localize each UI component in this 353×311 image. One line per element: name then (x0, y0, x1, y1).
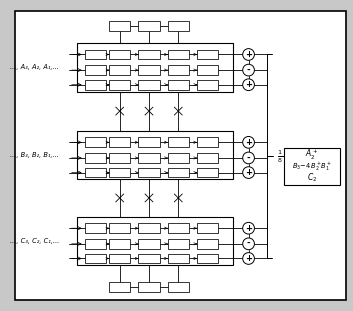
Bar (109, 80, 131, 90)
Circle shape (243, 137, 255, 148)
Text: $B_3\!-\!4\,B_2^+\!B_1^+$: $B_3\!-\!4\,B_2^+\!B_1^+$ (292, 160, 332, 173)
Text: -: - (247, 66, 250, 75)
Bar (197, 137, 218, 147)
Bar (168, 65, 189, 75)
Text: +: + (245, 254, 252, 263)
Bar (77, 216, 233, 265)
Text: $C_2$: $C_2$ (307, 171, 317, 184)
Bar (138, 137, 160, 147)
Bar (168, 80, 189, 90)
Bar (197, 223, 218, 233)
Bar (85, 80, 106, 90)
Bar (138, 49, 160, 59)
Bar (168, 253, 189, 263)
Text: ..., B₃, B₂, B₁,...: ..., B₃, B₂, B₁,... (10, 152, 59, 158)
Bar (77, 43, 233, 91)
Bar (77, 131, 233, 179)
Bar (197, 80, 218, 90)
Bar (138, 65, 160, 75)
Bar (109, 65, 131, 75)
Bar (168, 21, 189, 31)
Bar (197, 168, 218, 178)
Bar (138, 168, 160, 178)
Bar (85, 137, 106, 147)
Text: -: - (247, 153, 250, 162)
Bar (168, 223, 189, 233)
Bar (284, 148, 340, 185)
Bar (85, 223, 106, 233)
Bar (168, 239, 189, 249)
Bar (138, 239, 160, 249)
Text: ..., A₃, A₂, A₁,...: ..., A₃, A₂, A₁,... (10, 64, 59, 70)
Circle shape (243, 238, 255, 250)
Bar (168, 153, 189, 163)
Bar (197, 239, 218, 249)
Bar (138, 80, 160, 90)
Circle shape (243, 167, 255, 179)
Bar (109, 137, 131, 147)
Circle shape (243, 49, 255, 60)
Circle shape (243, 222, 255, 234)
Bar (85, 153, 106, 163)
Bar (109, 168, 131, 178)
Text: $A_2^+$: $A_2^+$ (305, 148, 319, 162)
Text: +: + (245, 168, 252, 177)
Text: +: + (245, 138, 252, 147)
Circle shape (243, 64, 255, 76)
Bar (85, 65, 106, 75)
Bar (85, 239, 106, 249)
Bar (197, 49, 218, 59)
Bar (109, 282, 131, 292)
Bar (168, 49, 189, 59)
Bar (168, 137, 189, 147)
Bar (85, 168, 106, 178)
Bar (168, 282, 189, 292)
Bar (85, 49, 106, 59)
Circle shape (243, 79, 255, 91)
Text: -: - (247, 239, 250, 248)
Bar (109, 21, 131, 31)
Bar (109, 153, 131, 163)
Bar (138, 153, 160, 163)
Bar (197, 153, 218, 163)
Bar (138, 21, 160, 31)
Text: $\frac{1}{8}$: $\frac{1}{8}$ (277, 148, 283, 165)
Bar (109, 223, 131, 233)
Bar (109, 49, 131, 59)
Bar (168, 168, 189, 178)
Bar (138, 253, 160, 263)
Text: +: + (245, 80, 252, 89)
Bar (138, 223, 160, 233)
Bar (197, 65, 218, 75)
Bar (138, 282, 160, 292)
Bar (197, 253, 218, 263)
Text: +: + (245, 224, 252, 233)
Text: +: + (245, 50, 252, 59)
Bar (85, 253, 106, 263)
Bar (109, 239, 131, 249)
Text: ..., C₃, C₂, C₁,...: ..., C₃, C₂, C₁,... (10, 238, 59, 244)
Circle shape (243, 253, 255, 264)
Circle shape (243, 152, 255, 164)
Bar (109, 253, 131, 263)
